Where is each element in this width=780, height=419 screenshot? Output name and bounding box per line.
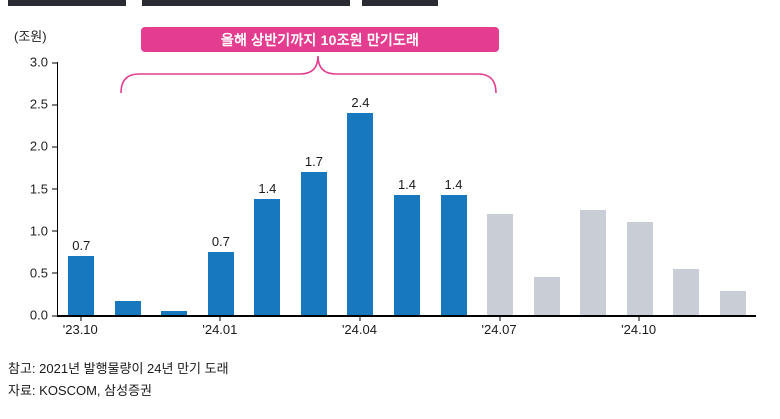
cropped-title-fragment: [142, 0, 350, 6]
bar-24.11: [673, 268, 700, 315]
bar-slot: [616, 62, 663, 315]
bar-24.02: [254, 199, 281, 315]
bar-slot: [477, 62, 524, 315]
bar-slot: 2.4: [337, 62, 384, 315]
bar-24.04: [347, 112, 374, 315]
cropped-title-fragment: [362, 0, 438, 6]
bar-slot: 1.7: [291, 62, 338, 315]
y-axis-tick-label: 1.5: [29, 181, 58, 196]
bar-value-label: 2.4: [351, 94, 370, 110]
y-axis-tick-label: 0.0: [29, 307, 58, 323]
x-axis-tick-label: '24.07: [481, 317, 517, 337]
bar-23.10: [68, 255, 95, 315]
footnote-reference: 참고: 2021년 발행물량이 24년 만기 도래: [8, 361, 229, 376]
x-axis-tick-label: '24.04: [341, 317, 377, 337]
bar-value-label: 1.4: [397, 177, 417, 193]
y-axis-tick-label: 2.0: [29, 138, 58, 154]
bar-24.08: [533, 277, 560, 315]
bar-slot: 1.4: [384, 62, 431, 315]
cropped-title-fragment: [8, 0, 126, 6]
bar-24.07: [487, 213, 514, 315]
bar-slot: [570, 62, 617, 315]
footnote-source: 자료: KOSCOM, 삼성증권: [8, 383, 152, 398]
bar-slot: [151, 62, 198, 315]
bar-23.12: [161, 310, 188, 315]
bar-value-label: 1.4: [258, 181, 277, 197]
bar-value-label: 1.7: [304, 153, 323, 169]
bar-slot: [709, 62, 756, 315]
y-axis-tick-label: 0.5: [29, 265, 58, 281]
bar-value-label: 1.4: [444, 177, 463, 193]
bar-slot: [523, 62, 570, 315]
bar-24.09: [580, 209, 607, 315]
bar-24.05: [393, 195, 420, 315]
bar-24.06: [440, 195, 467, 315]
bar-value-label: 0.7: [72, 237, 91, 253]
bar-slot: 0.7: [58, 62, 105, 315]
annotation-box: 올해 상반기까지 10조원 만기도래: [141, 27, 499, 52]
bar-24.03: [300, 171, 327, 315]
bar-slot: [105, 62, 152, 315]
y-axis-tick-label: 2.5: [29, 96, 58, 112]
bar-slot: 1.4: [430, 62, 477, 315]
bar-slot: 0.7: [198, 62, 245, 315]
bar-24.01: [207, 251, 234, 315]
bar-slot: 1.4: [244, 62, 291, 315]
bar-24.12: [719, 291, 746, 315]
x-axis-tick-label: '24.01: [202, 317, 238, 337]
y-axis-unit-label: (조원): [14, 29, 47, 44]
x-axis-tick-label: '24.10: [621, 317, 657, 337]
x-axis: '23.10 '24.01 '24.04 '24.07 '24.10: [57, 317, 755, 341]
bar-23.11: [114, 300, 141, 315]
plot-area: 0.7 0.7 1.4 1.7 2.4 1.4 1.4: [57, 62, 756, 317]
y-axis-tick-label: 1.0: [29, 223, 58, 239]
y-axis-tick-label: 3.0: [29, 54, 58, 70]
bar-slot: [663, 62, 710, 315]
bar-value-label: 0.7: [211, 233, 230, 249]
y-axis: 3.0 2.5 2.0 1.5 1.0 0.5 0.0: [0, 55, 58, 323]
x-axis-tick-label: '23.10: [62, 317, 98, 337]
bar-24.10: [626, 222, 653, 315]
